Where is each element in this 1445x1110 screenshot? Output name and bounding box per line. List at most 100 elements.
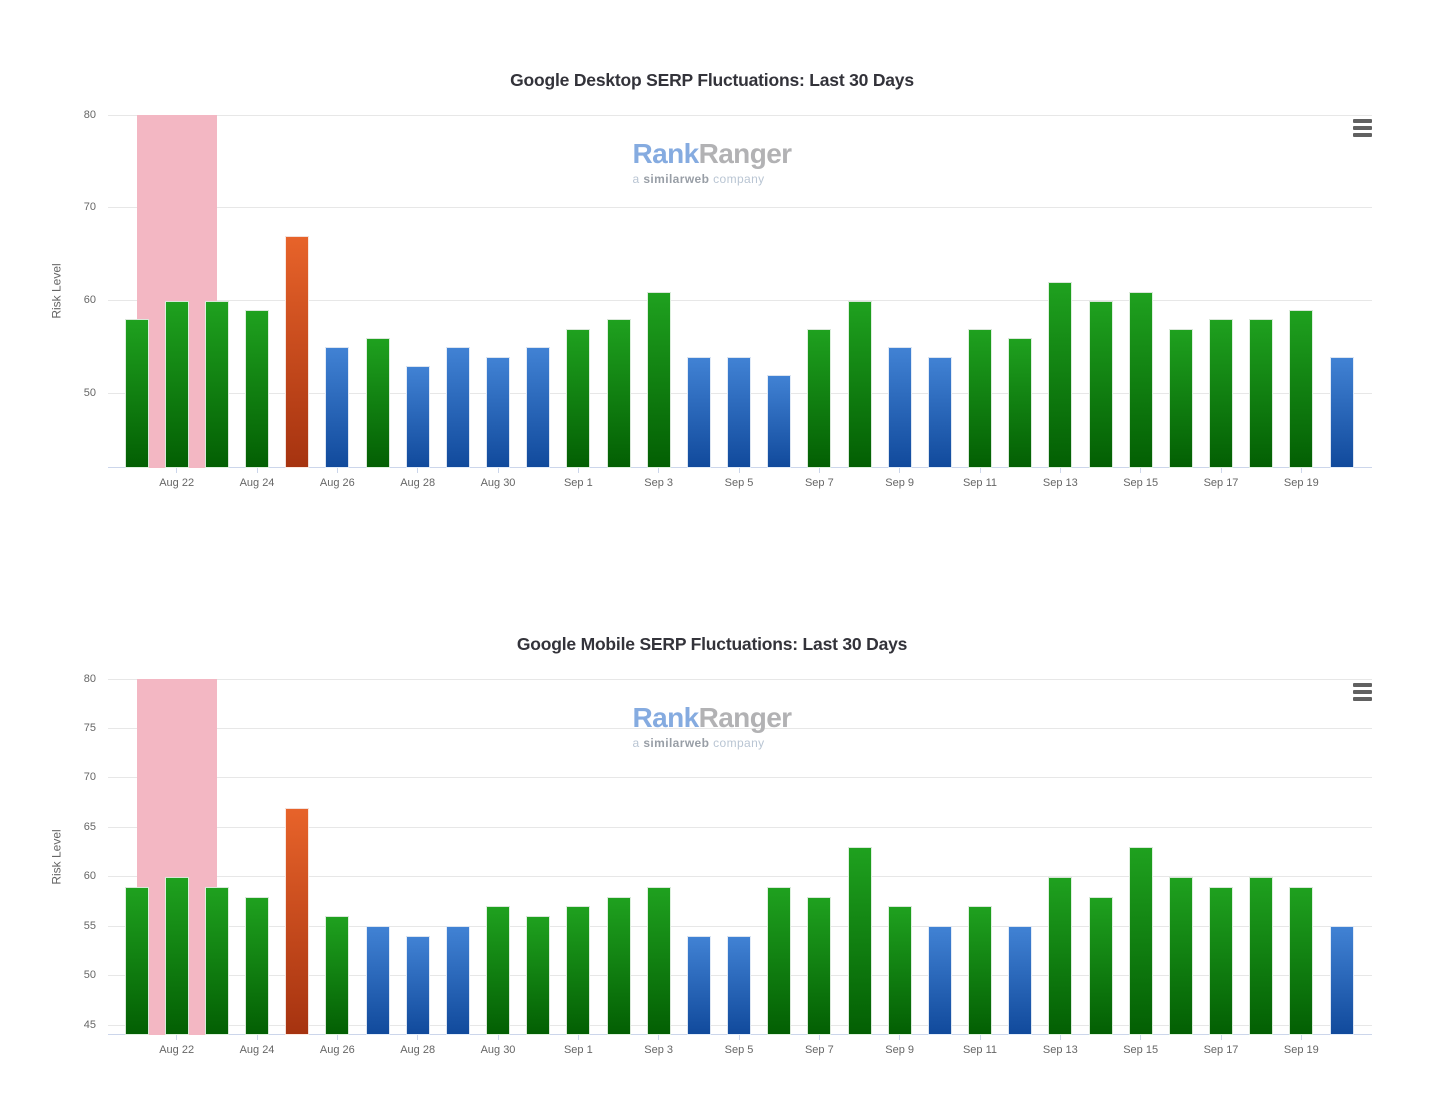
y-tick-label: 50 [83,969,96,982]
x-tick-label: Sep 13 [1042,477,1078,489]
bar [1289,310,1314,468]
google-desktop-serp-chart: Google Desktop SERP Fluctuations: Last 3… [0,60,1445,565]
gridline [108,678,1372,680]
x-tick-label: Sep 3 [644,477,674,489]
chart-context-menu-button[interactable] [1353,119,1375,137]
gridline [108,876,1372,878]
bar [325,347,350,468]
bar [245,896,269,1035]
hamburger-icon [1353,119,1372,123]
bar [1209,886,1233,1035]
bar [566,906,591,1035]
x-tick-mark [417,468,419,473]
x-tick-label: Aug 26 [319,1044,355,1056]
bar [285,235,310,468]
bar [164,876,189,1035]
x-tick-label: Sep 7 [804,1044,834,1056]
bar [365,926,390,1035]
bar [124,886,149,1035]
bar [1088,300,1113,468]
hamburger-icon [1353,683,1372,687]
bar [1048,876,1073,1035]
gridline [108,777,1372,779]
bar [847,847,872,1035]
x-tick-mark [979,1035,981,1040]
chart-title: Google Desktop SERP Fluctuations: Last 3… [510,70,914,90]
bar [245,310,269,468]
bar [686,356,711,468]
x-tick-label: Aug 28 [400,477,436,489]
gridline [108,207,1372,209]
y-tick-label: 80 [83,108,96,121]
x-tick-label: Sep 17 [1203,477,1239,489]
bar [1128,847,1153,1035]
bar [526,347,551,468]
bar [686,936,711,1035]
x-tick-mark [738,468,740,473]
x-tick-label: Aug 24 [239,1044,275,1056]
bar [727,936,751,1035]
plot-area: Risk Level 50 60 70 80 Aug 22 Aug 24 Aug 26 Aug… [50,109,1372,489]
x-tick-label: Sep 19 [1283,1044,1319,1056]
x-tick-mark [1220,468,1222,473]
y-tick-label: 70 [83,771,96,784]
chart-title: Google Mobile SERP Fluctuations: Last 30… [516,634,908,654]
bar [1168,328,1193,468]
x-tick-mark [1300,468,1302,473]
bar [1128,291,1153,468]
bar [1048,282,1073,468]
bar [887,347,912,468]
bar [847,300,872,468]
x-tick-label: Sep 1 [563,477,593,489]
bar [486,906,510,1035]
x-tick-label: Sep 5 [724,1044,754,1056]
bar [767,375,792,468]
x-tick-mark [256,468,258,473]
bar [1088,896,1113,1035]
x-tick-label: Sep 5 [724,477,754,489]
bar [727,356,751,468]
x-tick-mark [256,1035,258,1040]
bar [606,896,631,1035]
bar [1249,876,1274,1035]
bar [405,365,430,468]
bar [1008,337,1033,468]
x-tick-mark [577,468,579,473]
bar [767,886,792,1035]
x-tick-mark [1300,1035,1302,1040]
bar [968,328,992,468]
x-tick-label: Sep 13 [1042,1044,1078,1056]
bar [1289,886,1314,1035]
x-tick-mark [658,1035,660,1040]
gridline [108,727,1372,729]
x-tick-mark [336,1035,338,1040]
gridline [108,114,1372,116]
bar [285,807,310,1035]
bar [204,886,229,1035]
gridline [108,300,1372,302]
x-tick-mark [818,468,820,473]
bar [1209,319,1233,468]
x-tick-label: Sep 9 [885,477,915,489]
y-tick-label: 55 [83,919,96,932]
x-tick-mark [818,1035,820,1040]
y-tick-label: 80 [83,672,96,685]
x-tick-label: Sep 1 [563,1044,593,1056]
x-tick-label: Sep 9 [885,1044,915,1056]
x-tick-label: Aug 22 [159,477,195,489]
bar [486,356,510,468]
x-tick-mark [577,1035,579,1040]
x-tick-mark [1059,468,1061,473]
x-tick-mark [176,1035,178,1040]
chart-context-menu-button[interactable] [1353,683,1375,701]
x-tick-mark [336,468,338,473]
gridline [108,826,1372,828]
y-tick-label: 70 [83,201,96,214]
x-tick-label: Sep 19 [1283,477,1319,489]
x-tick-label: Sep 11 [962,1044,998,1056]
gridline [108,925,1372,927]
x-tick-mark [497,468,499,473]
x-tick-mark [979,468,981,473]
x-tick-label: Aug 26 [319,477,355,489]
y-tick-label: 75 [83,721,96,734]
